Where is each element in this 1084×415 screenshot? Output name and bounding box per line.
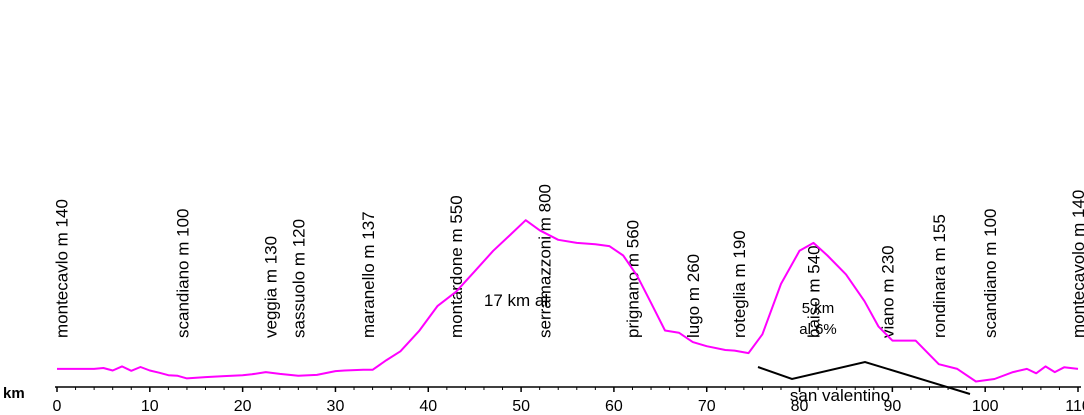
alt-route-line bbox=[757, 360, 971, 395]
alt-route-label: san valentino bbox=[790, 386, 890, 405]
x-axis: 0 10 20 30 40 50 60 70 80 90 100 110 bbox=[53, 386, 1084, 415]
x-tick-label: 80 bbox=[791, 398, 809, 415]
place-label: rondinara m 155 bbox=[930, 214, 949, 338]
x-tick-label: 10 bbox=[141, 398, 159, 415]
x-tick-label: 100 bbox=[972, 398, 999, 415]
x-tick-label: 40 bbox=[419, 398, 437, 415]
x-tick-label: 110 bbox=[1065, 398, 1084, 415]
place-label: scandiano m 100 bbox=[173, 209, 192, 338]
place-labels: montecavlo m 140 scandiano m 100 veggia m … bbox=[53, 184, 1084, 338]
place-label: viano m 230 bbox=[879, 245, 898, 338]
elevation-series bbox=[57, 219, 1079, 383]
place-label: prignano m 560 bbox=[624, 220, 643, 338]
climb-annotation-2-line-2: al 6% bbox=[799, 321, 837, 338]
place-label: montardone m 550 bbox=[447, 195, 466, 338]
place-label: lugo m 260 bbox=[684, 254, 703, 338]
place-label: scandiano m 100 bbox=[981, 209, 1000, 338]
place-label: montecavlo m 140 bbox=[53, 199, 72, 338]
x-tick-label: 50 bbox=[512, 398, 530, 415]
x-tick-label: 20 bbox=[234, 398, 252, 415]
place-label: veggia m 130 bbox=[262, 236, 281, 338]
place-label: maranello m 137 bbox=[359, 211, 378, 338]
x-tick-label: 90 bbox=[883, 398, 901, 415]
series-line bbox=[57, 219, 1079, 383]
x-tick-label: 70 bbox=[698, 398, 716, 415]
climb-annotation-2-line-1: 5 km bbox=[802, 300, 835, 317]
place-label: baiso m 540 bbox=[805, 245, 824, 338]
x-tick-label: 0 bbox=[53, 398, 62, 415]
x-tick-label: 60 bbox=[605, 398, 623, 415]
place-label: serramazzoni m 800 bbox=[535, 184, 554, 338]
place-label: montecavolo m 140 bbox=[1069, 190, 1084, 338]
place-label: roteglia m 190 bbox=[730, 230, 749, 338]
climb-annotation-1: 17 km al bbox=[484, 291, 548, 310]
x-tick-label: 30 bbox=[327, 398, 345, 415]
place-label: sassuolo m 120 bbox=[289, 219, 308, 338]
x-axis-label: km bbox=[3, 385, 25, 402]
